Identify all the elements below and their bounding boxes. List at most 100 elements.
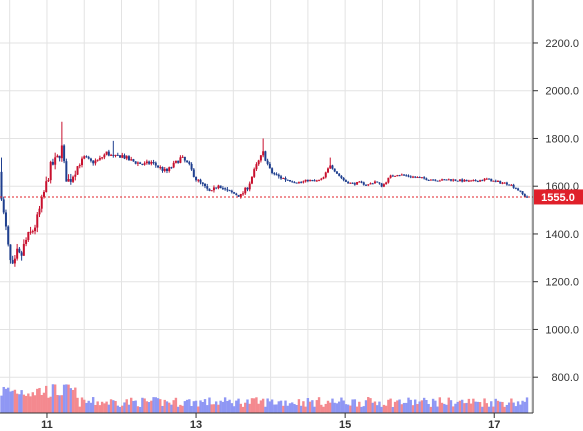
volume-bar <box>208 397 211 413</box>
volume-bar <box>74 387 77 413</box>
volume-bar <box>11 390 14 413</box>
volume-bar <box>136 406 140 413</box>
candle-body <box>284 177 287 180</box>
volume-bar <box>210 404 213 413</box>
volume-bar <box>130 397 133 413</box>
candle-body <box>170 167 173 169</box>
candle-body <box>47 180 50 182</box>
candle-body <box>429 179 432 181</box>
candle-body <box>418 177 421 179</box>
candle-body <box>143 163 146 165</box>
volume-bar <box>226 400 229 413</box>
candle-body <box>286 179 289 181</box>
candle-body <box>210 190 213 192</box>
candle-body <box>16 248 19 259</box>
volume-bar <box>40 394 43 413</box>
candle-body <box>98 157 101 160</box>
volume-bar <box>454 403 457 413</box>
candle-body <box>110 154 113 156</box>
candle-body <box>257 160 260 165</box>
candle-body <box>331 165 334 169</box>
volume-bar <box>438 397 442 413</box>
candle-body <box>204 184 206 187</box>
volume-bar <box>501 401 504 413</box>
volume-bar <box>371 402 374 413</box>
candle-body <box>490 178 493 182</box>
candle-body <box>42 191 45 197</box>
volume-bar <box>393 401 397 413</box>
volume-bar <box>94 405 97 413</box>
y-axis: 800.01000.01200.01400.01600.01800.02000.… <box>532 0 579 413</box>
volume-bar <box>20 390 23 413</box>
candle-body <box>165 168 168 171</box>
volume-bar <box>176 406 180 413</box>
candle-body <box>322 177 325 179</box>
y-tick-label: 1200.0 <box>545 277 579 289</box>
volume-bar <box>76 397 79 413</box>
volume-bar <box>239 403 242 413</box>
volume-bar <box>418 401 421 413</box>
volume-bar <box>443 403 446 413</box>
candle-body <box>36 214 39 228</box>
volume-bar <box>315 400 319 413</box>
candle-body <box>521 191 524 195</box>
last-price-box <box>534 189 583 205</box>
candle-body <box>145 161 148 164</box>
volume-bar <box>62 384 66 413</box>
volume-bar <box>53 384 57 413</box>
candle-body <box>452 179 455 181</box>
volume-bar <box>311 400 314 413</box>
volume-bar <box>284 400 287 413</box>
candle-body <box>38 208 41 215</box>
volume-bar <box>414 399 417 413</box>
volume-bar <box>358 401 361 413</box>
candle-body <box>199 179 202 183</box>
candle-body <box>217 185 220 189</box>
candle-body <box>380 183 383 187</box>
candle-body <box>324 172 327 178</box>
candle-body <box>177 160 180 163</box>
volume-bar <box>159 399 162 413</box>
volume-bar <box>105 401 108 413</box>
candle-body <box>445 179 448 181</box>
candle-body <box>300 182 303 184</box>
volume-bar <box>22 394 26 413</box>
candle-body <box>273 173 276 175</box>
volume-bar <box>411 405 415 413</box>
candle-body <box>239 193 242 197</box>
volume-bar <box>405 402 408 413</box>
volume-bar <box>295 405 298 413</box>
volume-bar <box>51 384 55 413</box>
volume-bar <box>114 400 117 413</box>
candle-body <box>306 179 309 182</box>
candle-body <box>376 181 379 183</box>
candle-body <box>335 171 338 174</box>
candle-body <box>282 177 285 179</box>
last-price-marker: 1555.0 <box>534 189 583 205</box>
volume-bar <box>431 398 435 413</box>
volume-bar <box>516 401 520 413</box>
candle-body <box>148 161 151 164</box>
volume-bar <box>163 399 166 413</box>
volume-bar <box>201 401 204 413</box>
candle-body <box>116 154 119 156</box>
candle-body <box>130 159 133 161</box>
x-tick-label: 11 <box>41 419 53 431</box>
candle-body <box>72 176 75 182</box>
candle-body <box>78 165 81 167</box>
volume-bar <box>261 398 265 413</box>
volume-bar <box>512 402 515 413</box>
candle-body <box>268 163 271 169</box>
candle-body <box>92 160 95 164</box>
candle-body <box>456 180 459 182</box>
candle-body <box>69 179 72 182</box>
volume-bar <box>87 400 90 413</box>
candle-body <box>248 183 251 190</box>
candle-body <box>503 182 506 184</box>
y-tick-label: 2200.0 <box>545 38 579 50</box>
candle-body <box>501 182 504 184</box>
volume-bar <box>250 398 254 413</box>
volume-bar <box>13 389 17 413</box>
candle-body <box>512 184 515 188</box>
volume-bar <box>214 401 218 413</box>
